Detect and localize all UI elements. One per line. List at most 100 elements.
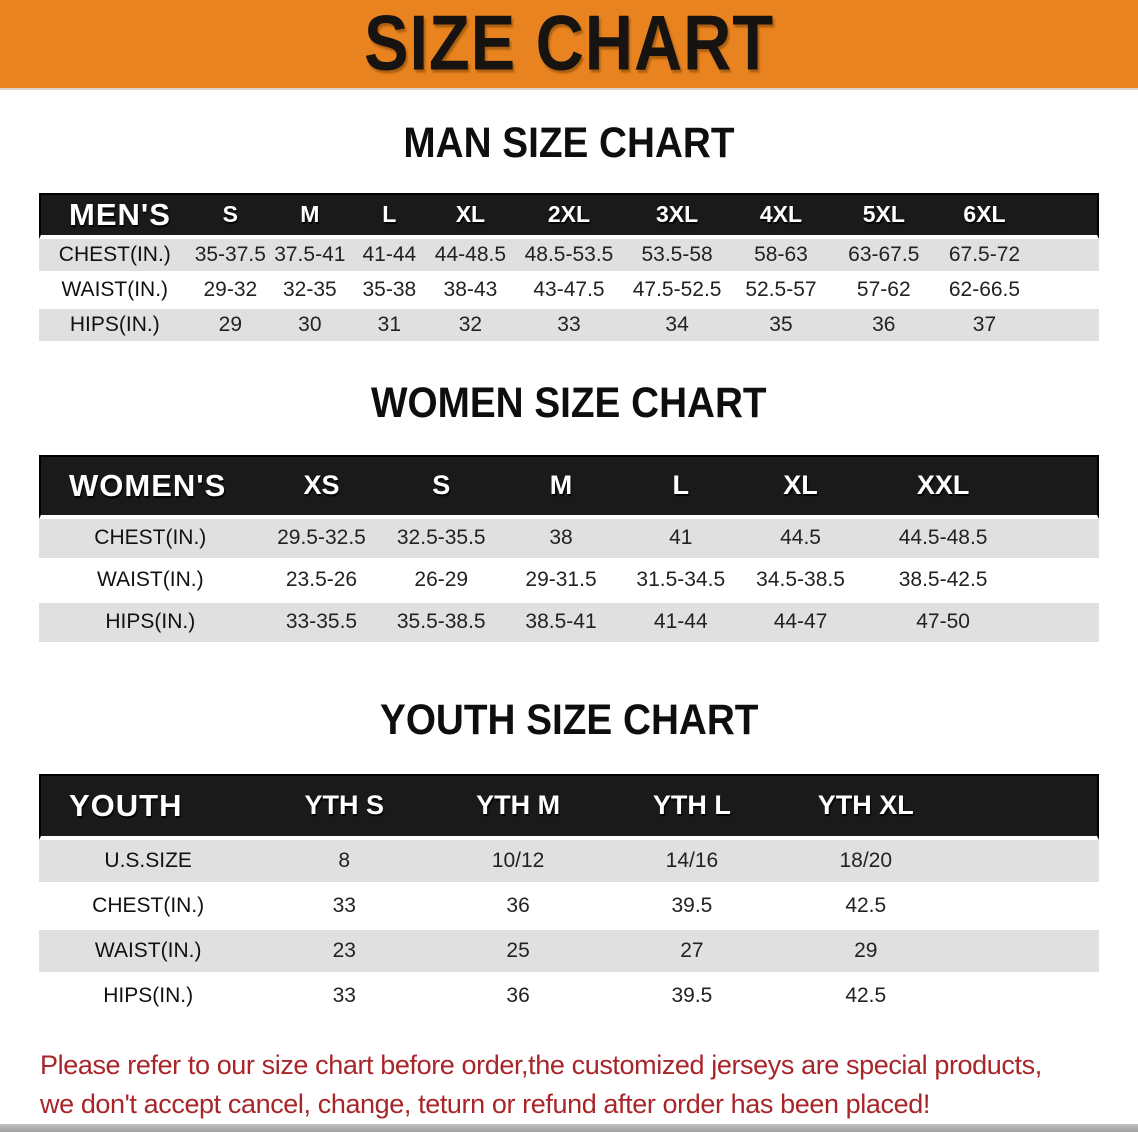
men-table-label: MEN'S <box>39 192 191 239</box>
men-size-value: 38-43 <box>429 273 512 309</box>
disclaimer-line-1: Please refer to our size chart before or… <box>40 1049 1042 1080</box>
men-column-header: L <box>349 192 430 239</box>
men-size-value: 44-48.5 <box>429 238 512 274</box>
youth-row-filler <box>952 839 1099 885</box>
women-table-label: WOMEN'S <box>39 454 262 519</box>
men-column-header: M <box>270 192 350 239</box>
women-row-label: CHEST(IN.) <box>39 518 262 561</box>
women-size-value: 47-50 <box>860 602 1026 645</box>
women-header-row: WOMEN'S XS S M L XL XXL <box>39 454 1099 519</box>
women-column-header: S <box>381 454 502 519</box>
youth-size-table: YOUTH YTH S YTH M YTH L YTH XL U.S.SIZE 8 10/1… <box>39 773 1099 1020</box>
youth-table-row: HIPS(IN.) 33 36 39.5 42.5 <box>39 974 1099 1020</box>
women-size-value: 44.5-48.5 <box>860 518 1026 561</box>
youth-row-filler <box>952 974 1099 1020</box>
youth-column-header: YTH XL <box>778 773 953 840</box>
women-size-value: 26-29 <box>381 560 502 603</box>
women-size-value: 35.5-38.5 <box>381 602 502 645</box>
youth-row-filler <box>952 884 1099 930</box>
men-size-value: 33 <box>511 308 627 344</box>
youth-size-value: 39.5 <box>605 974 779 1020</box>
men-size-value: 29 <box>190 308 271 344</box>
youth-size-value: 33 <box>257 884 432 930</box>
youth-row-label: WAIST(IN.) <box>39 929 258 975</box>
men-size-value: 53.5-58 <box>626 238 728 274</box>
men-column-header: 2XL <box>511 192 627 239</box>
women-column-header: XXL <box>860 454 1026 519</box>
size-chart-banner: SIZE CHART <box>0 0 1138 90</box>
youth-size-value: 8 <box>257 839 432 885</box>
women-row-label: WAIST(IN.) <box>39 560 262 603</box>
women-column-header: XL <box>740 454 861 519</box>
men-row-filler <box>1035 238 1099 274</box>
women-size-value: 29.5-32.5 <box>261 518 382 561</box>
men-size-value: 58-63 <box>727 238 834 274</box>
men-size-value: 34 <box>626 308 728 344</box>
men-size-value: 48.5-53.5 <box>511 238 627 274</box>
banner-title: SIZE CHART <box>363 0 775 87</box>
men-size-value: 31 <box>349 308 430 344</box>
women-size-value: 29-31.5 <box>501 560 621 603</box>
men-size-value: 37 <box>933 308 1036 344</box>
bottom-divider <box>0 1123 1138 1132</box>
women-column-header: XS <box>261 454 382 519</box>
youth-row-label: CHEST(IN.) <box>39 884 258 930</box>
women-size-value: 44.5 <box>740 518 861 561</box>
youth-column-header: YTH L <box>605 773 779 840</box>
youth-size-value: 39.5 <box>605 884 779 930</box>
women-column-header: L <box>620 454 741 519</box>
men-header-row: MEN'S S M L XL 2XL 3XL 4XL 5XL 6XL <box>39 192 1099 239</box>
women-size-value: 23.5-26 <box>261 560 382 603</box>
men-column-header: 5XL <box>833 192 934 239</box>
men-size-value: 36 <box>833 308 934 344</box>
women-size-value: 38.5-41 <box>501 602 621 645</box>
youth-size-value: 42.5 <box>778 974 953 1020</box>
women-table-row: HIPS(IN.) 33-35.5 35.5-38.5 38.5-41 41-44 44-… <box>39 602 1099 645</box>
men-column-header: XL <box>429 192 512 239</box>
men-size-value: 43-47.5 <box>511 273 627 309</box>
youth-size-value: 23 <box>257 929 432 975</box>
disclaimer-line-2: we don't accept cancel, change, teturn o… <box>40 1088 930 1119</box>
men-section-heading: MAN SIZE CHART <box>403 118 735 167</box>
women-size-table: WOMEN'S XS S M L XL XXL CHEST(IN.) 29.5-32.5 32.… <box>39 454 1099 645</box>
men-table-row: WAIST(IN.) 29-32 32-35 35-38 38-43 43-47.5 47.… <box>39 273 1099 309</box>
men-row-label: CHEST(IN.) <box>39 238 191 274</box>
men-size-value: 62-66.5 <box>933 273 1036 309</box>
youth-table-row: WAIST(IN.) 23 25 27 29 <box>39 929 1099 975</box>
women-size-value: 41 <box>620 518 741 561</box>
men-size-value: 52.5-57 <box>727 273 834 309</box>
youth-section-heading: YOUTH SIZE CHART <box>379 695 759 744</box>
youth-column-header: YTH M <box>431 773 606 840</box>
youth-row-label: HIPS(IN.) <box>39 974 258 1020</box>
men-size-value: 41-44 <box>349 238 430 274</box>
women-table-row: CHEST(IN.) 29.5-32.5 32.5-35.5 38 41 44.5 44.5… <box>39 518 1099 561</box>
men-table-row: CHEST(IN.) 35-37.5 37.5-41 41-44 44-48.5 48.5… <box>39 238 1099 274</box>
women-size-value: 38.5-42.5 <box>860 560 1026 603</box>
youth-size-value: 10/12 <box>431 839 606 885</box>
youth-row-filler <box>952 929 1099 975</box>
youth-size-value: 29 <box>778 929 953 975</box>
men-size-value: 29-32 <box>190 273 271 309</box>
youth-header-row: YOUTH YTH S YTH M YTH L YTH XL <box>39 773 1099 840</box>
men-row-label: WAIST(IN.) <box>39 273 191 309</box>
women-table-row: WAIST(IN.) 23.5-26 26-29 29-31.5 31.5-34.5 34… <box>39 560 1099 603</box>
youth-header-filler <box>952 773 1099 840</box>
women-row-filler <box>1025 518 1099 561</box>
women-header-filler <box>1025 454 1099 519</box>
men-row-filler <box>1035 308 1099 344</box>
men-size-table: MEN'S S M L XL 2XL 3XL 4XL 5XL 6XL CHEST(IN.) 35-3… <box>39 192 1099 344</box>
men-size-value: 57-62 <box>833 273 934 309</box>
men-size-value: 67.5-72 <box>933 238 1036 274</box>
youth-size-value: 14/16 <box>605 839 779 885</box>
men-column-header: 3XL <box>626 192 728 239</box>
men-row-label: HIPS(IN.) <box>39 308 191 344</box>
youth-table-row: U.S.SIZE 8 10/12 14/16 18/20 <box>39 839 1099 885</box>
women-row-filler <box>1025 602 1099 645</box>
youth-size-value: 25 <box>431 929 606 975</box>
women-size-value: 32.5-35.5 <box>381 518 502 561</box>
men-size-value: 37.5-41 <box>270 238 350 274</box>
women-size-value: 44-47 <box>740 602 861 645</box>
women-row-label: HIPS(IN.) <box>39 602 262 645</box>
women-size-value: 31.5-34.5 <box>620 560 741 603</box>
